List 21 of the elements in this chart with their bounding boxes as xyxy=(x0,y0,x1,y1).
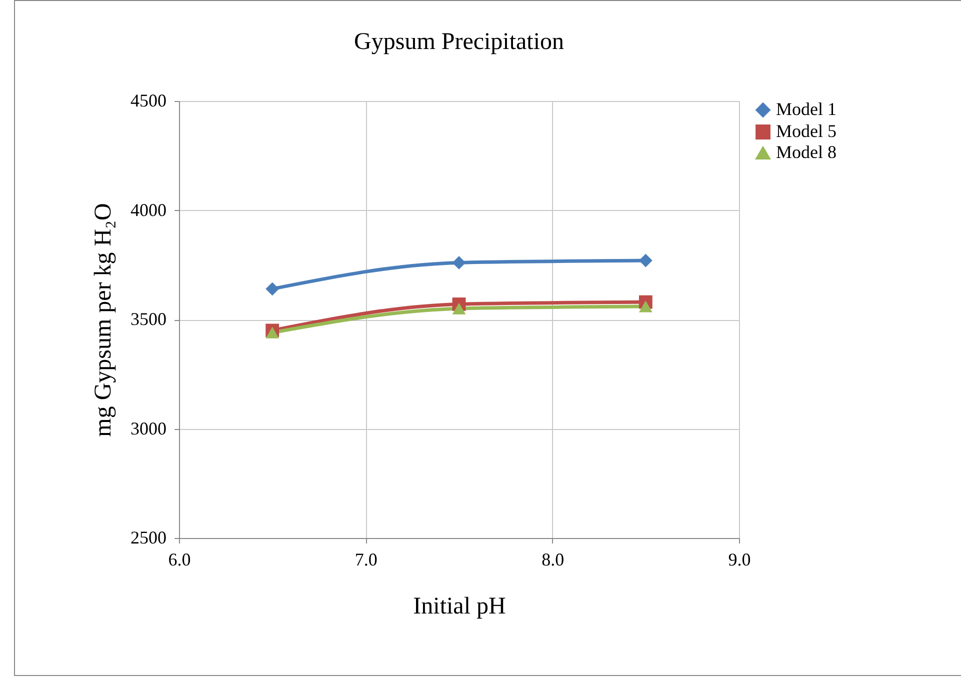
y-tick-label: 3000 xyxy=(130,418,166,438)
point xyxy=(266,282,280,296)
x-tick-label: 9.0 xyxy=(728,550,751,570)
point xyxy=(638,254,652,268)
x-tick-label: 8.0 xyxy=(542,550,564,570)
point xyxy=(638,300,652,312)
point xyxy=(266,326,280,338)
chart-title: Gypsum Precipitation xyxy=(354,29,564,55)
x-axis-title: Initial pH xyxy=(413,594,506,620)
point xyxy=(452,302,466,314)
legend-label: Model 8 xyxy=(776,142,836,162)
legend-label: Model 5 xyxy=(776,121,836,141)
x-tick-label: 7.0 xyxy=(354,550,378,570)
y-tick-label: 4000 xyxy=(130,200,166,220)
y-axis-title: mg Gypsum per kg H₂O xyxy=(90,203,116,437)
y-tick-label: 4500 xyxy=(130,90,166,110)
y-tick-label: 3500 xyxy=(130,309,166,329)
legend-label: Model 1 xyxy=(776,99,836,119)
x-tick-label: 6.0 xyxy=(168,550,191,570)
y-tick-label: 2500 xyxy=(130,528,166,548)
point xyxy=(452,256,466,270)
